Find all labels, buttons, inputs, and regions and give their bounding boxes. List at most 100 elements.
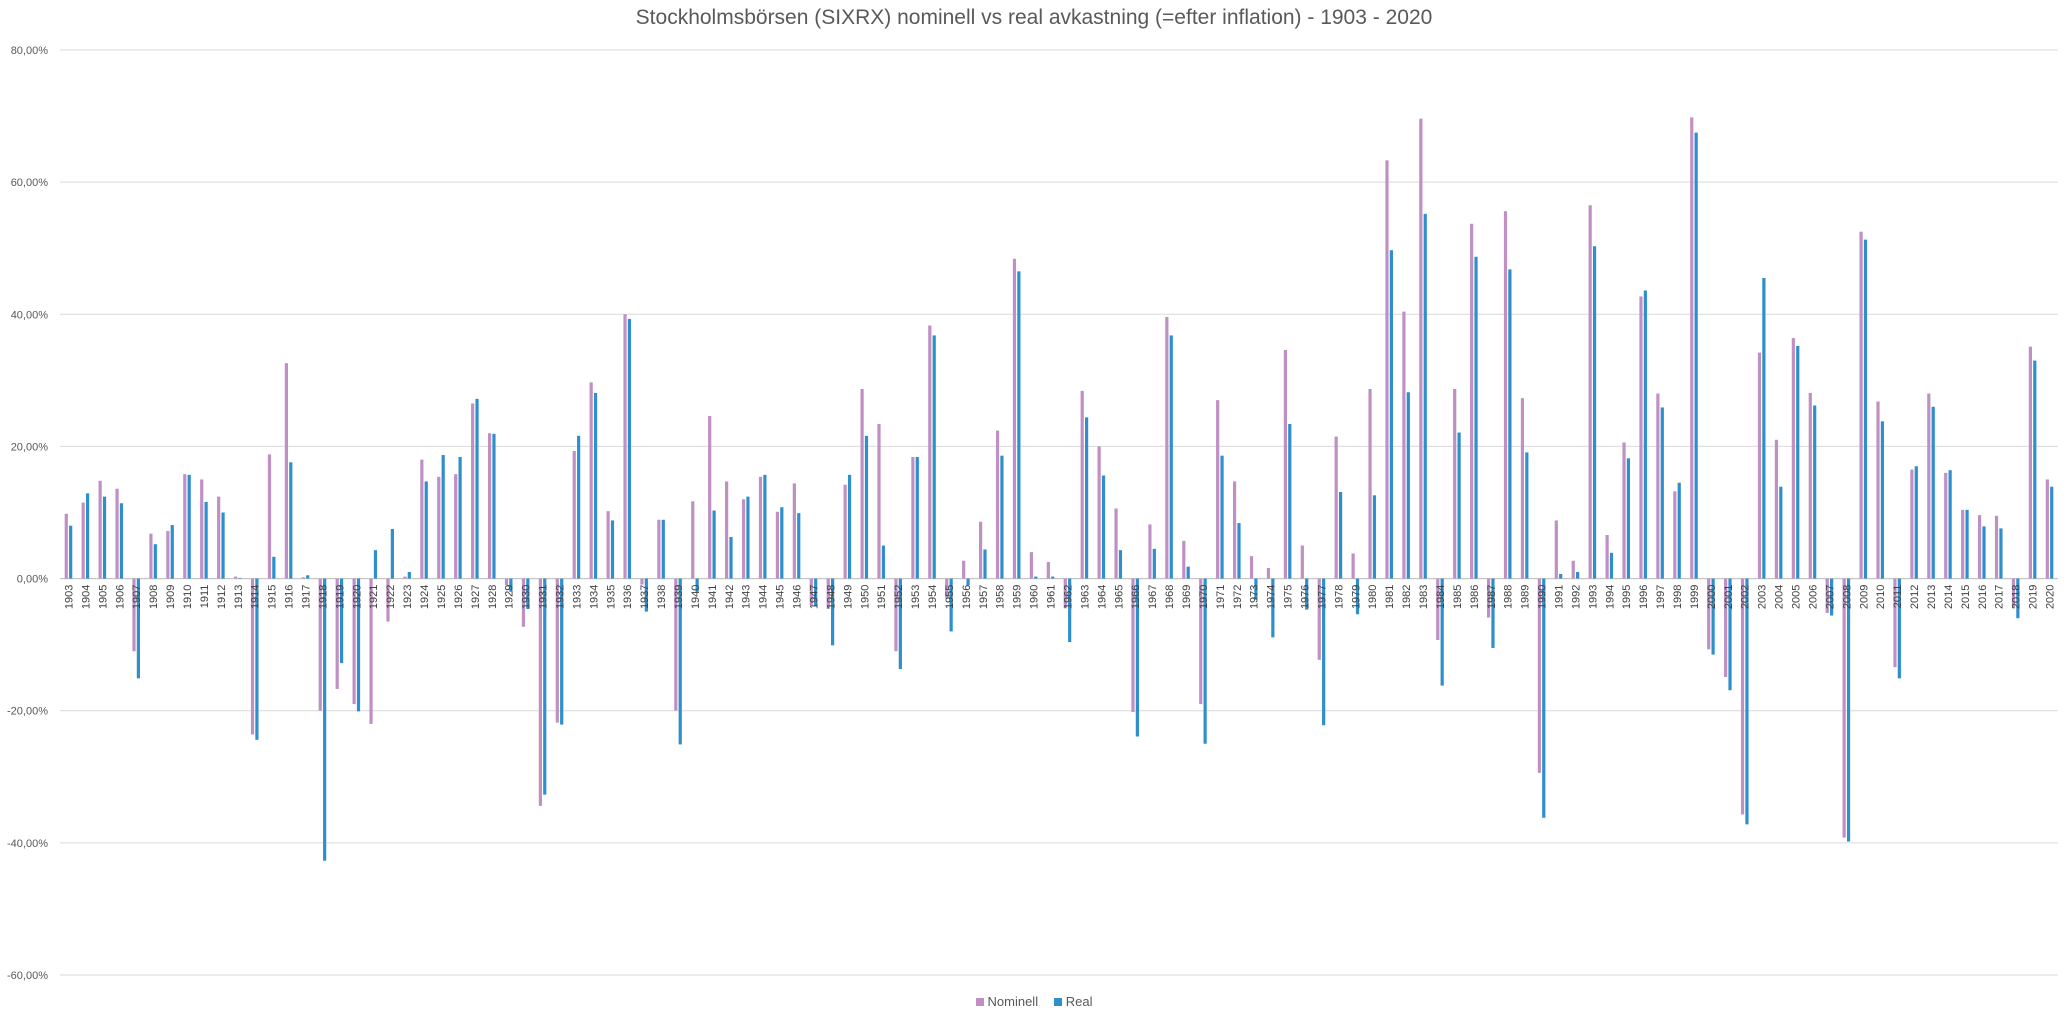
bar-nominell-1957 — [979, 521, 983, 579]
x-tick-label: 1946 — [792, 585, 804, 609]
bar-nominell-1965 — [1114, 508, 1118, 579]
bar-real-1913 — [238, 577, 242, 579]
x-tick-label: 1968 — [1164, 585, 1176, 609]
bar-real-1920 — [356, 578, 361, 712]
x-tick-label: 1927 — [470, 585, 482, 609]
bar-nominell-1935 — [606, 511, 610, 579]
bar-real-1908 — [153, 544, 157, 579]
bar-real-1909 — [170, 525, 174, 579]
x-tick-label: 1907 — [131, 585, 143, 609]
x-tick-label: 2006 — [1807, 585, 1819, 609]
bar-real-1941 — [712, 510, 716, 579]
x-tick-label: 1956 — [961, 585, 973, 609]
bar-nominell-2007 — [1825, 578, 1829, 613]
x-tick-label: 1926 — [453, 585, 465, 609]
bar-real-1995 — [1626, 458, 1631, 579]
x-tick-label: 1976 — [1300, 585, 1312, 609]
x-tick-label: 2004 — [1774, 585, 1786, 609]
legend-item-nominell: Nominell — [975, 994, 1038, 1009]
bar-real-1940 — [695, 578, 699, 592]
x-tick-label: 1943 — [741, 585, 753, 609]
bar-real-2008 — [1846, 578, 1851, 842]
legend: Nominell Real — [0, 994, 2068, 1009]
bar-nominell-1986 — [1470, 223, 1474, 579]
x-tick-label: 1993 — [1587, 585, 1599, 609]
bar-nominell-1971 — [1216, 400, 1220, 579]
x-tick-label: 1958 — [995, 585, 1007, 609]
x-tick-label: 1939 — [673, 585, 685, 609]
x-tick-label: 1994 — [1604, 585, 1616, 609]
bar-real-1990 — [1542, 578, 1546, 818]
bar-real-1930 — [526, 578, 530, 609]
bar-nominell-1962 — [1063, 578, 1067, 609]
bar-real-2004 — [1779, 486, 1783, 579]
bar-real-1949 — [847, 474, 852, 579]
bar-real-1957 — [983, 549, 987, 579]
x-tick-label: 2003 — [1757, 585, 1769, 609]
x-tick-label: 1981 — [1384, 585, 1396, 609]
bar-real-1953 — [915, 457, 919, 579]
bar-real-2003 — [1762, 277, 1766, 579]
bar-real-2018 — [2016, 578, 2020, 619]
bar-nominell-2014 — [1944, 472, 1948, 579]
bar-nominell-1964 — [1097, 446, 1101, 579]
bar-real-1905 — [102, 496, 107, 579]
bar-nominell-2010 — [1876, 401, 1880, 579]
bar-real-1987 — [1491, 578, 1495, 648]
bar-real-2005 — [1796, 346, 1800, 579]
x-tick-label: 1909 — [165, 585, 177, 609]
x-tick-label: 1950 — [859, 585, 871, 609]
bar-real-1906 — [119, 503, 124, 579]
x-tick-label: 1912 — [216, 585, 228, 609]
bar-nominell-1931 — [538, 578, 542, 806]
bar-real-1997 — [1660, 407, 1664, 579]
x-tick-label: 2011 — [1892, 585, 1904, 609]
bar-real-2000 — [1711, 578, 1715, 655]
bar-nominell-1940 — [691, 501, 695, 579]
x-tick-label: 1980 — [1367, 585, 1379, 609]
bar-real-1903 — [69, 525, 73, 579]
x-tick-label: 1961 — [1046, 585, 1058, 609]
bar-nominell-1969 — [1182, 540, 1186, 579]
bar-nominell-1938 — [657, 519, 661, 579]
bar-nominell-1911 — [200, 479, 204, 579]
bar-real-1922 — [390, 529, 394, 579]
bar-nominell-1908 — [149, 533, 153, 579]
x-tick-label: 1916 — [284, 585, 296, 609]
bar-nominell-1956 — [962, 560, 966, 579]
bar-nominell-1989 — [1520, 398, 1525, 579]
x-tick-label: 1928 — [487, 585, 499, 609]
x-tick-label: 1983 — [1418, 585, 1430, 609]
bar-nominell-1981 — [1385, 160, 1389, 579]
x-tick-label: 1970 — [1198, 585, 1210, 609]
bar-real-1962 — [1068, 578, 1072, 642]
bar-nominell-2001 — [1724, 578, 1728, 678]
bar-nominell-1944 — [758, 476, 763, 579]
x-tick-label: 1955 — [944, 585, 956, 609]
bar-real-1927 — [475, 398, 479, 579]
bar-nominell-1909 — [166, 531, 170, 579]
bar-nominell-1948 — [826, 578, 830, 609]
x-tick-label: 1995 — [1621, 585, 1633, 609]
bars — [64, 117, 2054, 861]
bar-real-2020 — [2050, 486, 2054, 579]
x-tick-label: 1913 — [233, 585, 245, 609]
x-tick-label: 1923 — [402, 585, 414, 609]
bar-nominell-1995 — [1622, 442, 1626, 579]
bar-nominell-1999 — [1690, 117, 1694, 579]
bar-nominell-1943 — [741, 499, 746, 579]
bar-nominell-1933 — [572, 451, 576, 579]
bar-nominell-1916 — [284, 363, 288, 579]
bar-nominell-1968 — [1165, 316, 1169, 579]
bar-nominell-1987 — [1486, 578, 1491, 618]
bar-nominell-2017 — [1994, 515, 1999, 579]
bar-nominell-1942 — [725, 481, 729, 579]
bar-nominell-1912 — [217, 496, 221, 579]
bar-nominell-1973 — [1249, 556, 1254, 579]
x-tick-label: 1973 — [1249, 585, 1261, 609]
x-tick-label: 2001 — [1723, 585, 1735, 609]
bar-real-1970 — [1203, 578, 1207, 744]
bar-nominell-1959 — [1012, 258, 1017, 579]
bar-nominell-1949 — [843, 484, 847, 579]
bar-real-1968 — [1169, 335, 1173, 579]
